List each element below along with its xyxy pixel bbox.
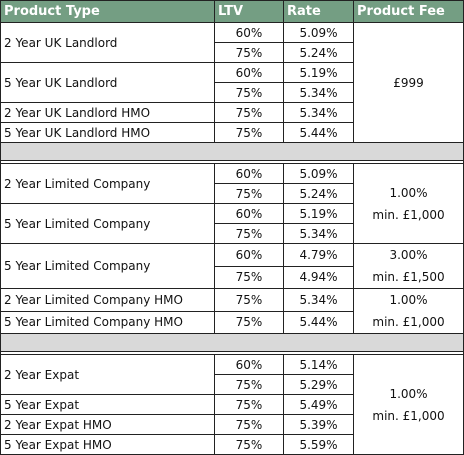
separator-cell <box>0 142 464 161</box>
fee-line: £999 <box>393 75 424 90</box>
rate: 5.44% <box>283 310 354 334</box>
table-row: 75% 5.24% <box>1 183 464 204</box>
fee-line: min. £1,500 <box>372 270 445 284</box>
fee-line: 1.00% <box>389 293 428 307</box>
table-row: 2 Year Limited Company HMO 75% 5.34% 1.00% m… <box>0 288 464 334</box>
header-cell: Rate <box>283 0 354 23</box>
ltv: 75% <box>214 394 284 415</box>
product-fee: 1.00% min. £1,000 <box>353 163 464 244</box>
rate: 5.34% <box>283 223 354 244</box>
ltv: 60% <box>214 62 284 83</box>
ltv: 75% <box>214 414 284 435</box>
ltv: 75% <box>214 434 284 455</box>
fee-line: 1.00% <box>389 185 428 200</box>
table-row: 5 Year UK Landlord HMO 75% 5.44% <box>0 122 464 143</box>
rate: 5.19% <box>283 203 354 224</box>
table-row: 2 Year Expat 60% 5.14% 1.00% min. £1,000 <box>0 354 464 455</box>
ltv: 75% <box>214 42 284 63</box>
ltv: 60% <box>214 354 284 375</box>
ltv: 75% <box>214 82 284 103</box>
rate: 4.94% <box>283 265 354 289</box>
product-fee: 1.00% min. £1,000 <box>353 288 464 334</box>
product-type: 5 Year Limited Company <box>0 243 215 289</box>
ltv: 75% <box>214 102 284 123</box>
table-body: 2 Year UK Landlord 60% 5.09% £999 75% 5.24% 5 … <box>0 22 464 455</box>
product-type: 2 Year UK Landlord HMO <box>0 102 215 123</box>
fee-line: min. £1,000 <box>372 207 445 222</box>
separator-cell <box>0 333 464 352</box>
fee-line: min. £1,000 <box>372 408 445 423</box>
rate: 5.39% <box>283 414 354 435</box>
table-row: 2 Year Expat HMO 75% 5.39% <box>0 414 464 435</box>
rate: 5.29% <box>283 374 354 395</box>
ltv: 60% <box>214 203 284 224</box>
ltv: 60% <box>214 243 284 267</box>
product-type: 5 Year Limited Company HMO <box>0 310 215 334</box>
product-fee: £999 <box>353 22 464 143</box>
fee-line: 3.00% <box>389 248 428 262</box>
product-type: 2 Year Expat HMO <box>0 414 215 435</box>
ltv: 60% <box>214 163 284 184</box>
ltv: 75% <box>214 288 284 312</box>
separator-row <box>0 142 464 161</box>
table-row: 5 Year Limited Company 60% 4.79% 3.00% min. … <box>0 243 464 289</box>
ltv: 75% <box>214 265 284 289</box>
ltv: 75% <box>214 183 284 204</box>
ltv: 75% <box>214 374 284 395</box>
rate: 5.34% <box>283 102 354 123</box>
header-cell: LTV <box>214 0 284 23</box>
product-type: 5 Year Limited Company <box>0 203 215 244</box>
table-row: 5 Year Limited Company 60% 5.19% <box>0 203 464 244</box>
fee-line: min. £1,000 <box>372 315 445 329</box>
product-type: 2 Year Expat <box>0 354 215 395</box>
product-type: 2 Year Limited Company HMO <box>0 288 215 312</box>
table-row: 75% 5.34% <box>1 223 464 244</box>
header-cell: Product Type <box>0 0 215 23</box>
table-row: 2 Year UK Landlord HMO 75% 5.34% <box>0 102 464 123</box>
rate: 5.34% <box>283 82 354 103</box>
product-type: 5 Year UK Landlord <box>0 62 215 103</box>
rate: 5.44% <box>283 122 354 143</box>
product-type: 2 Year Limited Company <box>0 163 215 204</box>
product-type: 2 Year UK Landlord <box>0 22 215 63</box>
product-fee: 3.00% min. £1,500 <box>353 243 464 289</box>
rate: 5.09% <box>283 22 354 43</box>
ltv: 75% <box>214 122 284 143</box>
rate: 5.24% <box>283 42 354 63</box>
table-row: 5 Year UK Landlord 60% 5.19% <box>0 62 464 103</box>
rate: 5.49% <box>283 394 354 415</box>
header-cell: Product Fee <box>353 0 464 23</box>
rate: 5.19% <box>283 62 354 83</box>
rate: 5.59% <box>283 434 354 455</box>
ltv: 60% <box>214 22 284 43</box>
ltv: 75% <box>214 223 284 244</box>
ltv: 75% <box>214 310 284 334</box>
table-row: 5 Year Limited Company HMO 75% 5.44% <box>0 310 464 334</box>
product-type: 5 Year UK Landlord HMO <box>0 122 215 143</box>
product-type: 5 Year Expat HMO <box>0 434 215 455</box>
table-row: 2 Year Limited Company 60% 5.09% 1.00% min. … <box>0 163 464 244</box>
separator-row <box>0 333 464 352</box>
product-type: 5 Year Expat <box>0 394 215 415</box>
product-fee: 1.00% min. £1,000 <box>353 354 464 455</box>
rate: 5.09% <box>283 163 354 184</box>
rate: 4.79% <box>283 243 354 267</box>
header-row: Product Type LTV Rate Product Fee <box>0 0 464 23</box>
rate: 5.14% <box>283 354 354 375</box>
rate: 5.34% <box>283 288 354 312</box>
fee-line: 1.00% <box>389 386 428 401</box>
table-row: 2 Year UK Landlord 60% 5.09% £999 <box>0 22 464 143</box>
rate: 5.24% <box>283 183 354 204</box>
